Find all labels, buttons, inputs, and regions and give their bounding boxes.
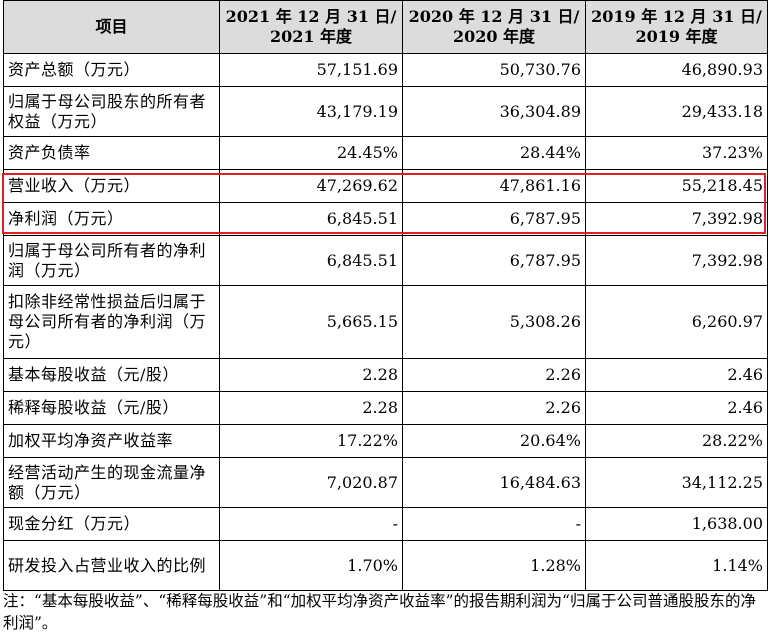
table-row: 归属于母公司所有者的净利润（万元） 6,845.51 6,787.95 7,392.9…: [3, 235, 768, 286]
value-cell-2020: 2.26: [402, 391, 586, 425]
value-cell-2020: 36,304.89: [402, 86, 586, 137]
row-label: 归属于母公司所有者的净利润（万元）: [3, 235, 220, 286]
table-row: 经营活动产生的现金流量净额（万元） 7,020.87 16,484.63 34,112…: [3, 457, 768, 508]
value-cell-2020: -: [402, 507, 586, 541]
row-label: 资产总额（万元）: [3, 53, 220, 87]
value-cell-2020: 50,730.76: [402, 53, 586, 87]
header-2019: 2019 年 12 月 31 日/2019 年度: [585, 0, 768, 54]
table-row: 资产负债率 24.45% 28.44% 37.23%: [3, 136, 768, 170]
table-row: 加权平均净资产收益率 17.22% 20.64% 28.22%: [3, 424, 768, 458]
table-row: 现金分红（万元） - -1,638.00: [3, 507, 768, 541]
value-cell-2019: 2.46: [585, 391, 768, 425]
financial-summary-table: 项目 2021 年 12 月 31 日/2021 年度 2020 年 12 月 …: [3, 0, 768, 591]
row-label: 稀释每股收益（元/股）: [3, 391, 220, 425]
value-cell-2019: 29,433.18: [585, 86, 768, 137]
value-cell-2021: 2.28: [219, 358, 403, 392]
value-cell-2020: 47,861.16: [402, 169, 586, 203]
value-cell-2019: 1,638.00: [585, 507, 768, 541]
row-label: 经营活动产生的现金流量净额（万元）: [3, 457, 220, 508]
value-cell-2019: 7,392.98: [585, 202, 768, 236]
value-cell-2020: 16,484.63: [402, 457, 586, 508]
footnote: 注：“基本每股收益”、“稀释每股收益”和“加权平均净资产收益率”的报告期利润为“…: [3, 592, 756, 632]
table-row: 归属于母公司股东的所有者权益（万元） 43,179.19 36,304.89 29,4…: [3, 86, 768, 137]
value-cell-2019: 7,392.98: [585, 235, 768, 286]
row-label: 加权平均净资产收益率: [3, 424, 220, 458]
value-cell-2021: 2.28: [219, 391, 403, 425]
value-cell-2021: -: [219, 507, 403, 541]
table-row: 资产总额（万元） 57,151.69 50,730.76 46,890.93: [3, 53, 768, 87]
row-label: 归属于母公司股东的所有者权益（万元）: [3, 86, 220, 137]
row-label: 基本每股收益（元/股）: [3, 358, 220, 392]
row-label: 营业收入（万元）: [3, 169, 220, 203]
header-2020: 2020 年 12 月 31 日/2020 年度: [402, 0, 586, 54]
value-cell-2020: 28.44%: [402, 136, 586, 170]
value-cell-2021: 5,665.15: [219, 285, 403, 359]
row-label: 净利润（万元）: [3, 202, 220, 236]
value-cell-2019: 37.23%: [585, 136, 768, 170]
value-cell-2019: 34,112.25: [585, 457, 768, 508]
value-cell-2021: 24.45%: [219, 136, 403, 170]
value-cell-2019: 6,260.97: [585, 285, 768, 359]
row-label: 扣除非经常性损益后归属于母公司所有者的净利润（万元）: [3, 285, 220, 359]
row-label: 现金分红（万元）: [3, 507, 220, 541]
table-row: 净利润（万元） 6,845.51 6,787.95 7,392.98: [3, 202, 768, 236]
value-cell-2020: 6,787.95: [402, 235, 586, 286]
table-row: 扣除非经常性损益后归属于母公司所有者的净利润（万元） 5,665.15 5,308.…: [3, 285, 768, 359]
value-cell-2019: 55,218.45: [585, 169, 768, 203]
value-cell-2020: 2.26: [402, 358, 586, 392]
value-cell-2019: 1.14%: [585, 540, 768, 591]
table-row: 营业收入（万元） 47,269.62 47,861.16 55,218.45: [3, 169, 768, 203]
value-cell-2020: 5,308.26: [402, 285, 586, 359]
value-cell-2021: 1.70%: [219, 540, 403, 591]
table-row: 稀释每股收益（元/股） 2.28 2.26 2.46: [3, 391, 768, 425]
header-item: 项目: [3, 0, 220, 54]
value-cell-2021: 57,151.69: [219, 53, 403, 87]
value-cell-2019: 2.46: [585, 358, 768, 392]
table-row: 基本每股收益（元/股） 2.28 2.26 2.46: [3, 358, 768, 392]
value-cell-2019: 28.22%: [585, 424, 768, 458]
header-2021: 2021 年 12 月 31 日/2021 年度: [219, 0, 403, 54]
value-cell-2020: 1.28%: [402, 540, 586, 591]
header-row: 项目 2021 年 12 月 31 日/2021 年度 2020 年 12 月 …: [3, 0, 768, 54]
value-cell-2021: 6,845.51: [219, 202, 403, 236]
table-row: 研发投入占营业收入的比例 1.70% 1.28% 1.14%: [3, 540, 768, 591]
value-cell-2021: 43,179.19: [219, 86, 403, 137]
value-cell-2020: 6,787.95: [402, 202, 586, 236]
row-label: 研发投入占营业收入的比例: [3, 540, 220, 591]
value-cell-2019: 46,890.93: [585, 53, 768, 87]
value-cell-2020: 20.64%: [402, 424, 586, 458]
value-cell-2021: 7,020.87: [219, 457, 403, 508]
value-cell-2021: 47,269.62: [219, 169, 403, 203]
value-cell-2021: 17.22%: [219, 424, 403, 458]
row-label: 资产负债率: [3, 136, 220, 170]
value-cell-2021: 6,845.51: [219, 235, 403, 286]
